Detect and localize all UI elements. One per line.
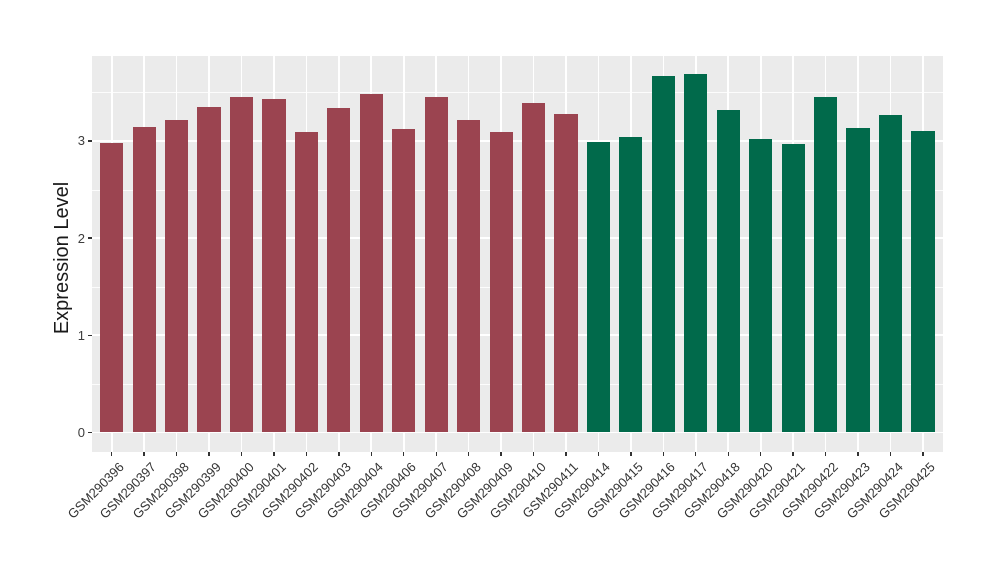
gridline-horizontal-major — [92, 334, 943, 337]
gridline-horizontal-major — [92, 431, 943, 434]
bar — [165, 120, 189, 433]
x-tick-mark — [435, 451, 437, 456]
x-tick-mark — [597, 451, 600, 456]
bar — [424, 97, 448, 433]
bar — [814, 97, 838, 433]
bar — [619, 137, 643, 433]
x-tick-mark — [662, 451, 665, 456]
bar — [586, 141, 611, 433]
x-tick-mark — [760, 451, 762, 456]
bar — [197, 106, 221, 433]
x-tick-mark — [532, 451, 535, 456]
bar — [294, 132, 318, 433]
y-tick-mark — [88, 237, 92, 239]
bar — [716, 109, 740, 433]
bar — [132, 127, 156, 433]
bar — [521, 102, 546, 433]
y-axis-tick-label: 3 — [77, 133, 85, 149]
bar — [262, 99, 286, 433]
y-axis-tick-label: 2 — [77, 230, 85, 246]
x-tick-mark — [695, 451, 697, 456]
x-tick-mark — [824, 451, 827, 456]
x-tick-mark — [370, 451, 372, 456]
y-axis-tick-label: 0 — [77, 425, 85, 440]
plot-panel — [92, 56, 943, 452]
x-tick-mark — [630, 451, 632, 456]
x-tick-mark — [111, 451, 113, 456]
x-tick-mark — [857, 451, 859, 456]
bar — [554, 113, 578, 433]
bar — [457, 120, 481, 433]
gridline-horizontal-minor — [92, 189, 943, 191]
x-tick-mark — [922, 451, 924, 456]
bar — [327, 107, 351, 433]
x-tick-mark — [500, 451, 502, 456]
bar — [489, 132, 513, 433]
bar — [878, 114, 903, 433]
x-tick-mark — [403, 451, 405, 456]
bar — [781, 143, 805, 433]
bar — [749, 138, 773, 433]
x-tick-mark — [792, 451, 794, 456]
bar — [229, 97, 254, 433]
y-tick-mark — [88, 140, 92, 142]
bar — [684, 73, 708, 433]
gridline-horizontal-minor — [92, 92, 943, 94]
gridline-horizontal-minor — [92, 286, 943, 288]
bar — [359, 94, 383, 433]
x-tick-mark — [727, 451, 729, 456]
x-tick-mark — [175, 451, 178, 456]
x-tick-mark — [143, 451, 145, 456]
x-tick-mark — [467, 451, 470, 456]
bar — [846, 128, 870, 433]
bar — [100, 142, 124, 433]
bar — [392, 129, 416, 433]
x-tick-mark — [889, 451, 892, 456]
x-tick-mark — [240, 451, 243, 456]
y-tick-mark — [88, 334, 92, 336]
gridline-horizontal-major — [92, 237, 943, 239]
x-tick-mark — [305, 451, 308, 456]
y-axis-title: Expression Level — [51, 181, 73, 334]
gridline-horizontal-major — [92, 140, 943, 142]
x-tick-mark — [565, 451, 567, 456]
x-tick-mark — [208, 451, 210, 456]
bar — [911, 131, 935, 433]
y-tick-mark — [88, 431, 92, 434]
x-tick-mark — [273, 451, 275, 456]
y-axis-tick-label: 1 — [77, 327, 85, 343]
bar — [651, 75, 675, 433]
gridline-horizontal-minor — [92, 383, 943, 385]
x-tick-mark — [338, 451, 340, 456]
